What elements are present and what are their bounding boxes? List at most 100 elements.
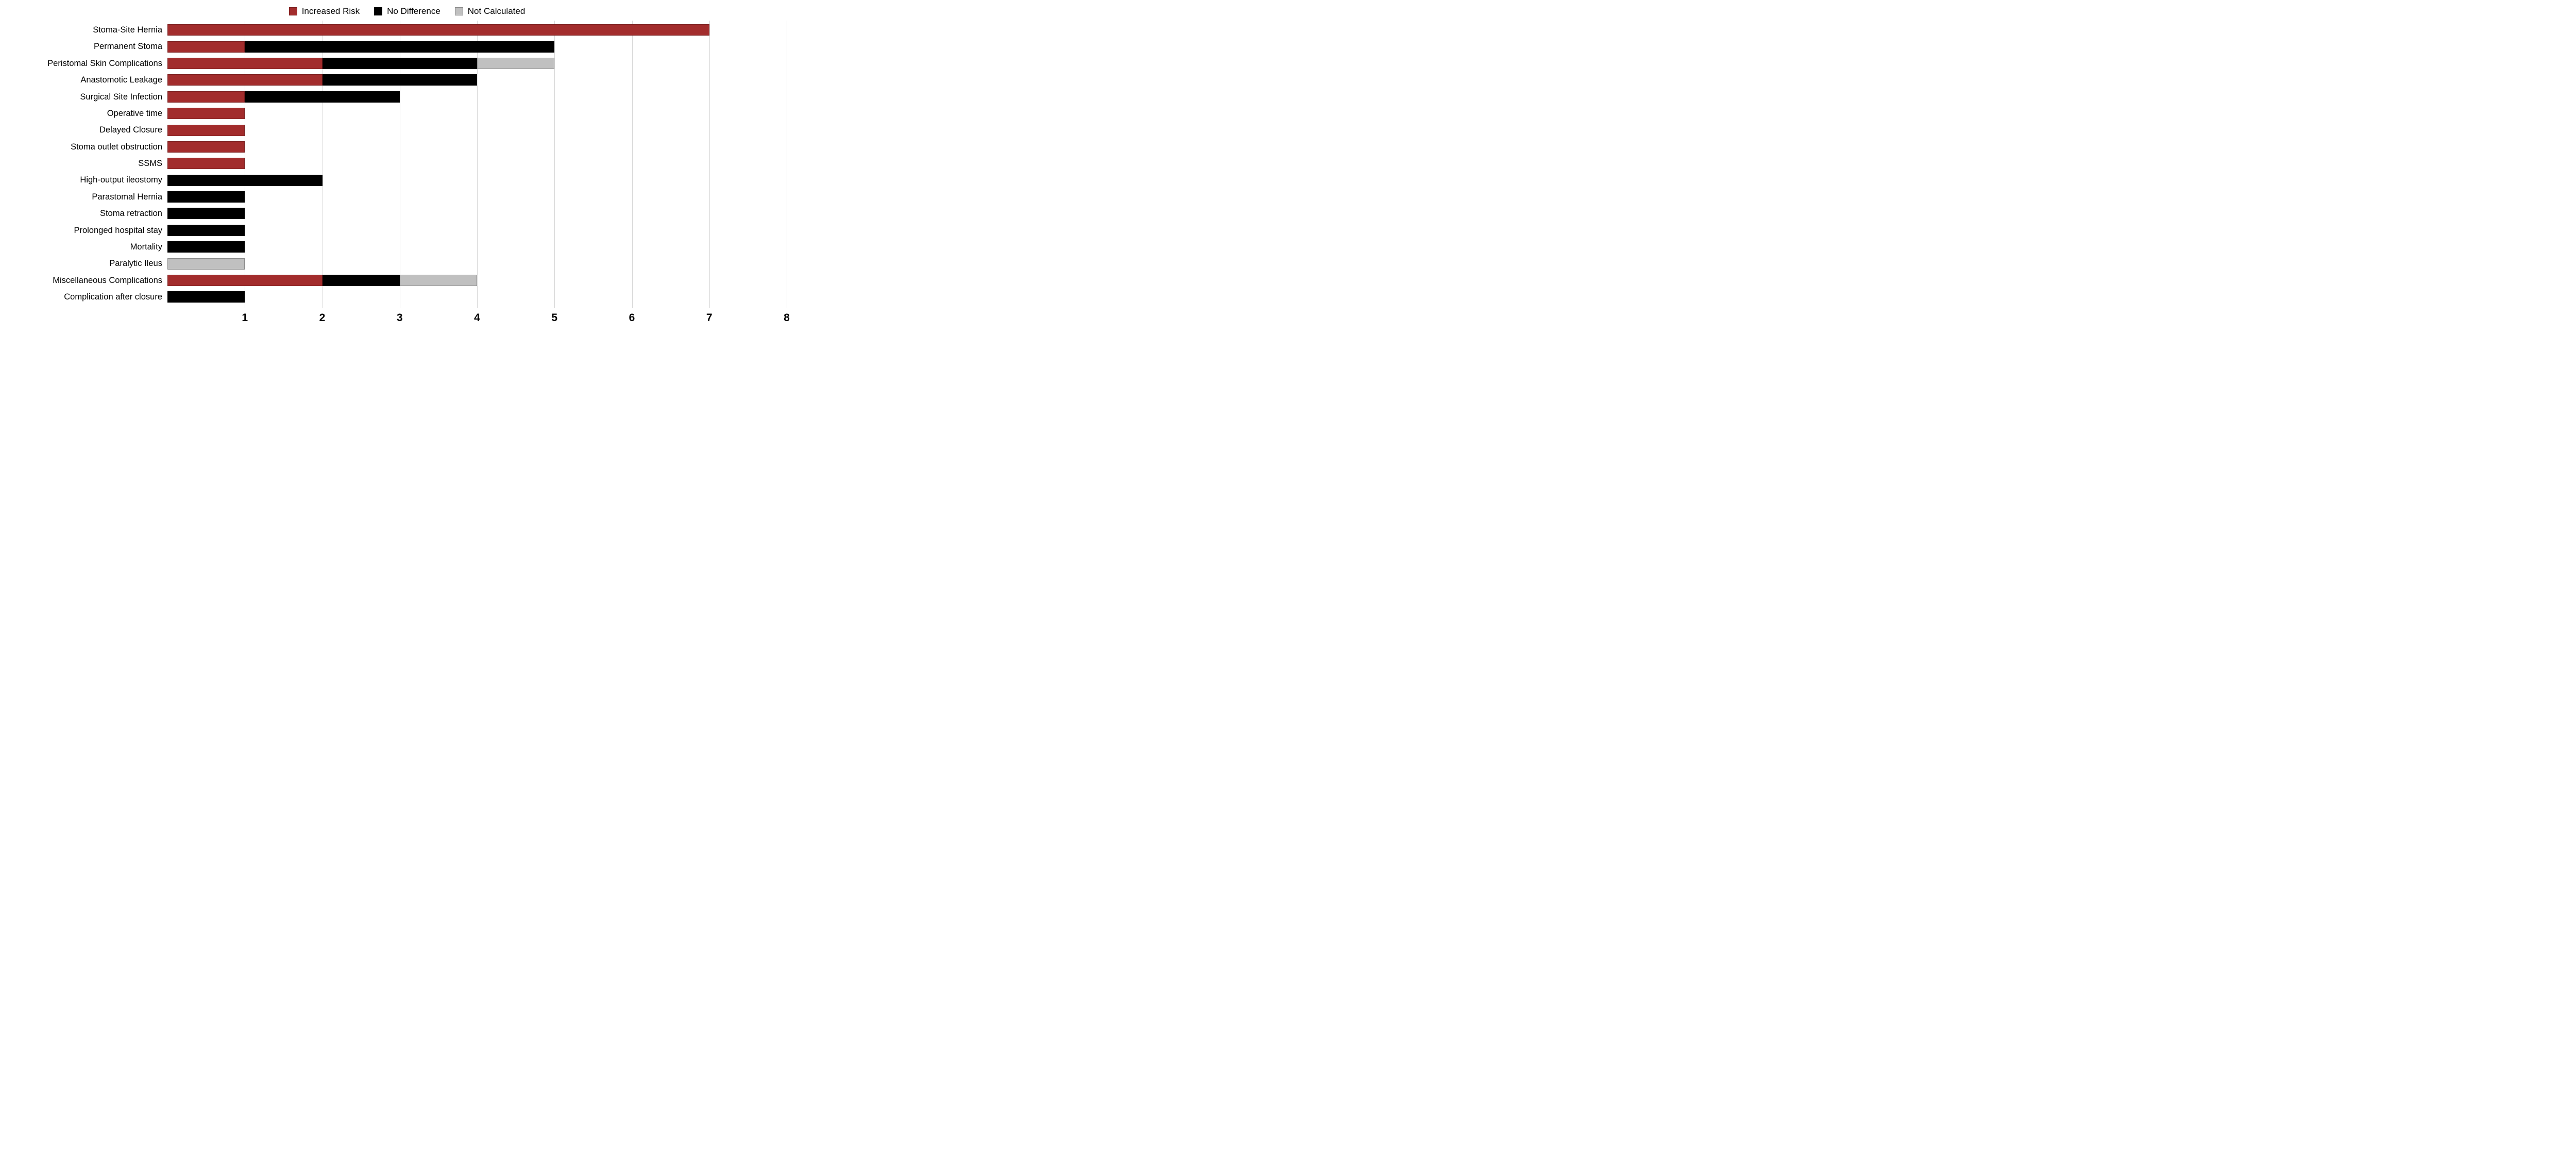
bar-segment-increased-risk bbox=[167, 57, 323, 69]
bar-segment-no-difference bbox=[167, 291, 245, 303]
category-label: Parastomal Hernia bbox=[92, 192, 162, 202]
bar-track bbox=[167, 141, 787, 153]
legend-swatch-increased-risk bbox=[289, 7, 297, 15]
category-label: Delayed Closure bbox=[99, 125, 162, 135]
legend-swatch-not-calculated bbox=[454, 7, 463, 15]
x-tick-label: 3 bbox=[396, 312, 403, 324]
x-tick-label: 5 bbox=[551, 312, 558, 324]
bar-row: Peristomal Skin Complications bbox=[0, 55, 787, 72]
category-label: High-output ileostomy bbox=[80, 175, 162, 185]
bar-segment-increased-risk bbox=[167, 275, 323, 287]
bar-track bbox=[167, 91, 787, 103]
x-tick-label: 6 bbox=[629, 312, 635, 324]
bar-row: Anastomotic Leakage bbox=[0, 72, 787, 88]
bar-segment-no-difference bbox=[167, 208, 245, 220]
x-tick-label: 7 bbox=[706, 312, 713, 324]
bar-row: Miscellaneous Complications bbox=[0, 272, 787, 289]
bar-row: High-output ileostomy bbox=[0, 172, 787, 189]
gridline bbox=[709, 21, 710, 308]
legend-item-no-difference: No Difference bbox=[374, 6, 440, 16]
bar-row: Paralytic Ileus bbox=[0, 255, 787, 272]
x-tick-label: 1 bbox=[242, 312, 248, 324]
bar-row: Complication after closure bbox=[0, 289, 787, 305]
bar-segment-increased-risk bbox=[167, 141, 245, 153]
category-label: Miscellaneous Complications bbox=[53, 275, 162, 285]
bar-track bbox=[167, 258, 787, 270]
bar-segment-no-difference bbox=[322, 275, 400, 287]
bar-row: Stoma outlet obstruction bbox=[0, 139, 787, 155]
bar-row: Prolonged hospital stay bbox=[0, 222, 787, 239]
x-tick-label: 4 bbox=[474, 312, 480, 324]
bar-segment-no-difference bbox=[167, 224, 245, 236]
category-label: Permanent Stoma bbox=[94, 42, 162, 52]
bar-segment-no-difference bbox=[322, 74, 477, 86]
x-tick-label: 8 bbox=[784, 312, 790, 324]
bar-track bbox=[167, 208, 787, 220]
bar-track bbox=[167, 41, 787, 53]
bar-segment-increased-risk bbox=[167, 74, 323, 86]
bar-row: Permanent Stoma bbox=[0, 38, 787, 55]
legend-label: Not Calculated bbox=[467, 6, 526, 16]
bar-track bbox=[167, 74, 787, 86]
bar-track bbox=[167, 174, 787, 186]
bar-segment-no-difference bbox=[167, 191, 245, 203]
legend-swatch-no-difference bbox=[374, 7, 383, 15]
bar-track bbox=[167, 24, 787, 36]
bar-track bbox=[167, 275, 787, 287]
bar-segment-no-difference bbox=[245, 91, 400, 103]
bar-segment-increased-risk bbox=[167, 91, 245, 103]
category-label: Prolonged hospital stay bbox=[74, 225, 162, 235]
bar-segment-increased-risk bbox=[167, 158, 245, 170]
category-label: Anastomotic Leakage bbox=[80, 75, 162, 85]
bar-segment-not-calculated bbox=[167, 258, 245, 270]
category-label: Mortality bbox=[130, 242, 162, 252]
bar-segment-increased-risk bbox=[167, 24, 709, 36]
bar-row: SSMS bbox=[0, 155, 787, 172]
bar-track bbox=[167, 158, 787, 170]
bar-track bbox=[167, 241, 787, 253]
bar-row: Stoma retraction bbox=[0, 205, 787, 222]
gridline bbox=[477, 21, 478, 308]
bar-segment-increased-risk bbox=[167, 41, 245, 53]
bar-row: Parastomal Hernia bbox=[0, 189, 787, 205]
category-label: Surgical Site Infection bbox=[80, 92, 162, 102]
bar-segment-not-calculated bbox=[399, 275, 477, 287]
legend-label: No Difference bbox=[387, 6, 440, 16]
bar-segment-no-difference bbox=[245, 41, 555, 53]
legend-label: Increased Risk bbox=[301, 6, 360, 16]
category-label: Stoma retraction bbox=[99, 209, 162, 219]
bar-chart: Increased Risk No Difference Not Calculate… bbox=[0, 0, 814, 345]
rows: Stoma-Site Hernia Permanent Stoma Peristom… bbox=[0, 22, 787, 306]
gridlines bbox=[167, 21, 787, 308]
bar-track bbox=[167, 291, 787, 303]
category-label: Operative time bbox=[107, 108, 162, 118]
bar-track bbox=[167, 57, 787, 69]
bar-track bbox=[167, 191, 787, 203]
category-label: Stoma-Site Hernia bbox=[93, 25, 162, 35]
gridline bbox=[632, 21, 633, 308]
gridline bbox=[554, 21, 555, 308]
bar-segment-not-calculated bbox=[477, 57, 555, 69]
x-axis: 1 2 3 4 5 6 7 8 bbox=[167, 312, 790, 329]
bar-row: Mortality bbox=[0, 239, 787, 255]
bar-segment-no-difference bbox=[322, 57, 477, 69]
category-label: Paralytic Ileus bbox=[109, 259, 162, 269]
x-tick-label: 2 bbox=[319, 312, 326, 324]
bar-row: Stoma-Site Hernia bbox=[0, 22, 787, 38]
chart-legend: Increased Risk No Difference Not Calculate… bbox=[0, 6, 814, 16]
bar-segment-increased-risk bbox=[167, 108, 245, 120]
bar-row: Operative time bbox=[0, 105, 787, 122]
category-label: Stoma outlet obstruction bbox=[71, 142, 162, 152]
bar-track bbox=[167, 124, 787, 136]
bar-track bbox=[167, 108, 787, 120]
category-label: Complication after closure bbox=[64, 292, 162, 302]
category-label: SSMS bbox=[138, 159, 162, 169]
bar-segment-no-difference bbox=[167, 174, 323, 186]
bar-row: Delayed Closure bbox=[0, 122, 787, 138]
legend-item-not-calculated: Not Calculated bbox=[454, 6, 526, 16]
bar-row: Surgical Site Infection bbox=[0, 89, 787, 105]
bar-segment-no-difference bbox=[167, 241, 245, 253]
category-label: Peristomal Skin Complications bbox=[47, 58, 162, 68]
legend-item-increased-risk: Increased Risk bbox=[289, 6, 360, 16]
bar-track bbox=[167, 224, 787, 236]
